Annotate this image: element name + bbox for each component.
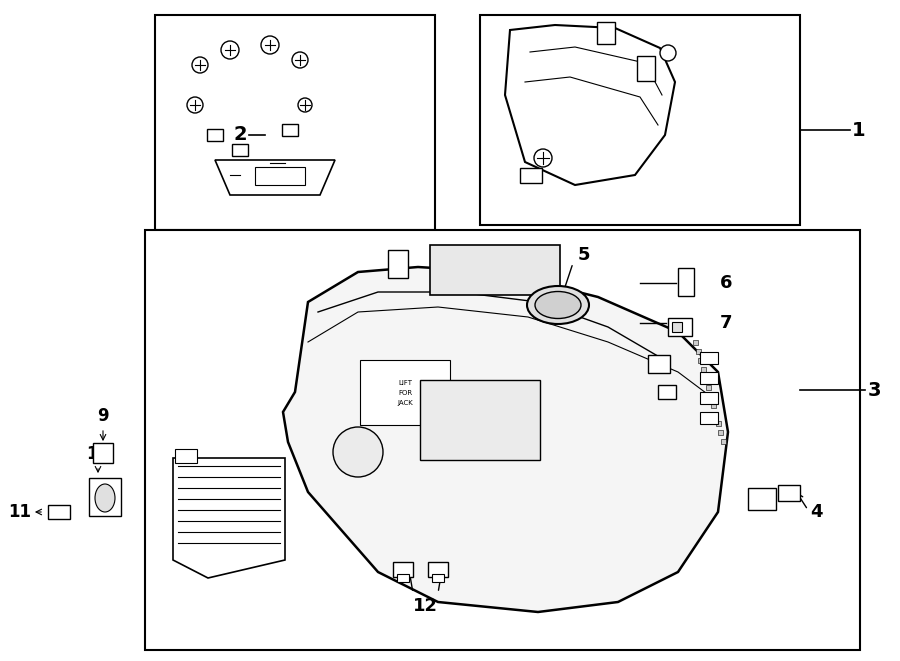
Bar: [282, 124, 298, 136]
Bar: [706, 385, 710, 390]
Text: 3: 3: [868, 381, 881, 399]
Circle shape: [221, 41, 239, 59]
Bar: [700, 412, 718, 424]
Bar: [155, 15, 435, 230]
Bar: [778, 485, 800, 501]
Bar: [698, 358, 703, 363]
Bar: [360, 360, 450, 425]
Polygon shape: [505, 25, 675, 185]
Bar: [430, 245, 560, 295]
Bar: [520, 168, 542, 183]
Text: 8: 8: [220, 529, 233, 547]
Bar: [232, 144, 248, 156]
Bar: [432, 574, 444, 582]
Bar: [713, 412, 718, 417]
Bar: [678, 268, 694, 296]
Text: 6: 6: [720, 274, 733, 292]
Bar: [668, 318, 692, 336]
Bar: [145, 230, 860, 650]
Ellipse shape: [527, 286, 589, 324]
Bar: [721, 439, 725, 444]
Circle shape: [534, 149, 552, 167]
Bar: [388, 250, 408, 278]
Bar: [708, 394, 713, 399]
Bar: [397, 574, 409, 582]
Text: 11: 11: [8, 503, 32, 521]
Bar: [748, 488, 776, 510]
Bar: [696, 349, 700, 354]
Bar: [393, 562, 413, 577]
Text: 2: 2: [233, 126, 247, 145]
Bar: [93, 443, 113, 463]
Circle shape: [192, 57, 208, 73]
Bar: [710, 403, 716, 408]
Circle shape: [187, 97, 203, 113]
Text: FOR: FOR: [398, 390, 412, 396]
Bar: [597, 22, 615, 44]
Bar: [637, 56, 655, 81]
Bar: [420, 380, 540, 460]
Bar: [255, 167, 305, 185]
Text: 5: 5: [578, 246, 590, 264]
Bar: [693, 340, 698, 345]
Text: 12: 12: [412, 597, 437, 615]
Bar: [648, 355, 670, 373]
Ellipse shape: [535, 292, 581, 319]
Circle shape: [298, 98, 312, 112]
Text: 4: 4: [810, 503, 823, 521]
Bar: [718, 430, 723, 435]
Circle shape: [333, 427, 383, 477]
Bar: [700, 367, 706, 372]
Bar: [700, 392, 718, 404]
Bar: [658, 385, 676, 399]
Polygon shape: [173, 458, 285, 578]
Bar: [703, 376, 708, 381]
Bar: [700, 372, 718, 384]
Ellipse shape: [95, 484, 115, 512]
Polygon shape: [283, 267, 728, 612]
Text: 10: 10: [86, 445, 110, 463]
Text: 9: 9: [97, 407, 109, 425]
Bar: [48, 505, 70, 519]
Circle shape: [261, 36, 279, 54]
Bar: [480, 15, 800, 225]
Bar: [89, 478, 121, 516]
Bar: [175, 449, 197, 463]
Circle shape: [660, 45, 676, 61]
Text: 7: 7: [720, 314, 733, 332]
Bar: [672, 322, 682, 332]
Polygon shape: [215, 160, 335, 195]
Text: 1: 1: [852, 120, 866, 139]
Bar: [428, 562, 448, 577]
Circle shape: [292, 52, 308, 68]
Text: LIFT: LIFT: [398, 380, 412, 386]
Bar: [207, 129, 223, 141]
Text: JACK: JACK: [397, 400, 413, 406]
Bar: [700, 352, 718, 364]
Bar: [716, 421, 721, 426]
